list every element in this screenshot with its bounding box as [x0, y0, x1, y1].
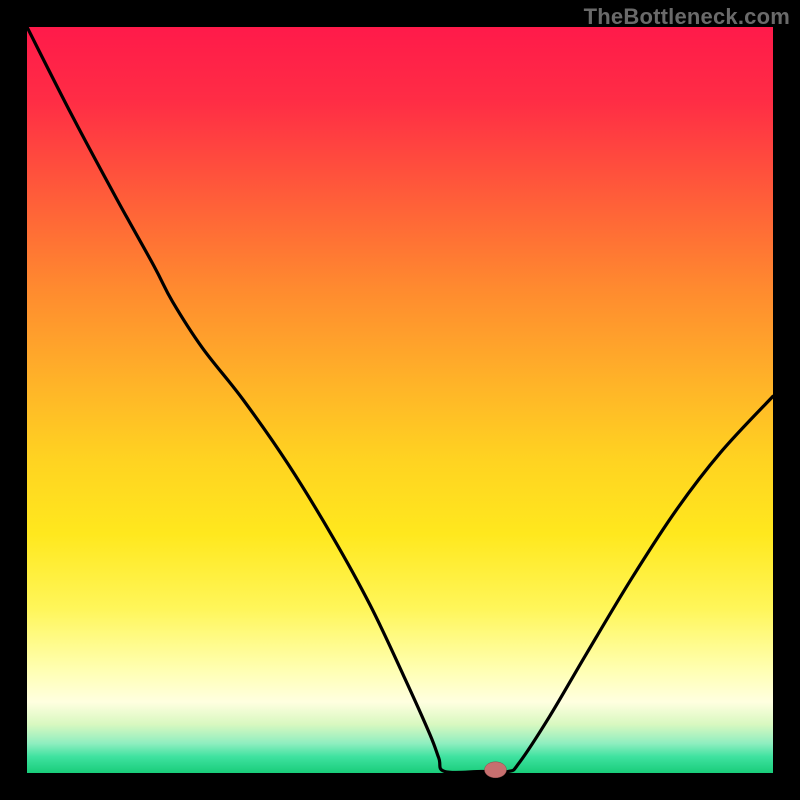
- bottleneck-chart: [0, 0, 800, 800]
- chart-container: { "meta": { "watermark": "TheBottleneck.…: [0, 0, 800, 800]
- chart-background: [27, 27, 773, 773]
- watermark-text: TheBottleneck.com: [584, 4, 790, 30]
- optimum-marker: [484, 762, 506, 778]
